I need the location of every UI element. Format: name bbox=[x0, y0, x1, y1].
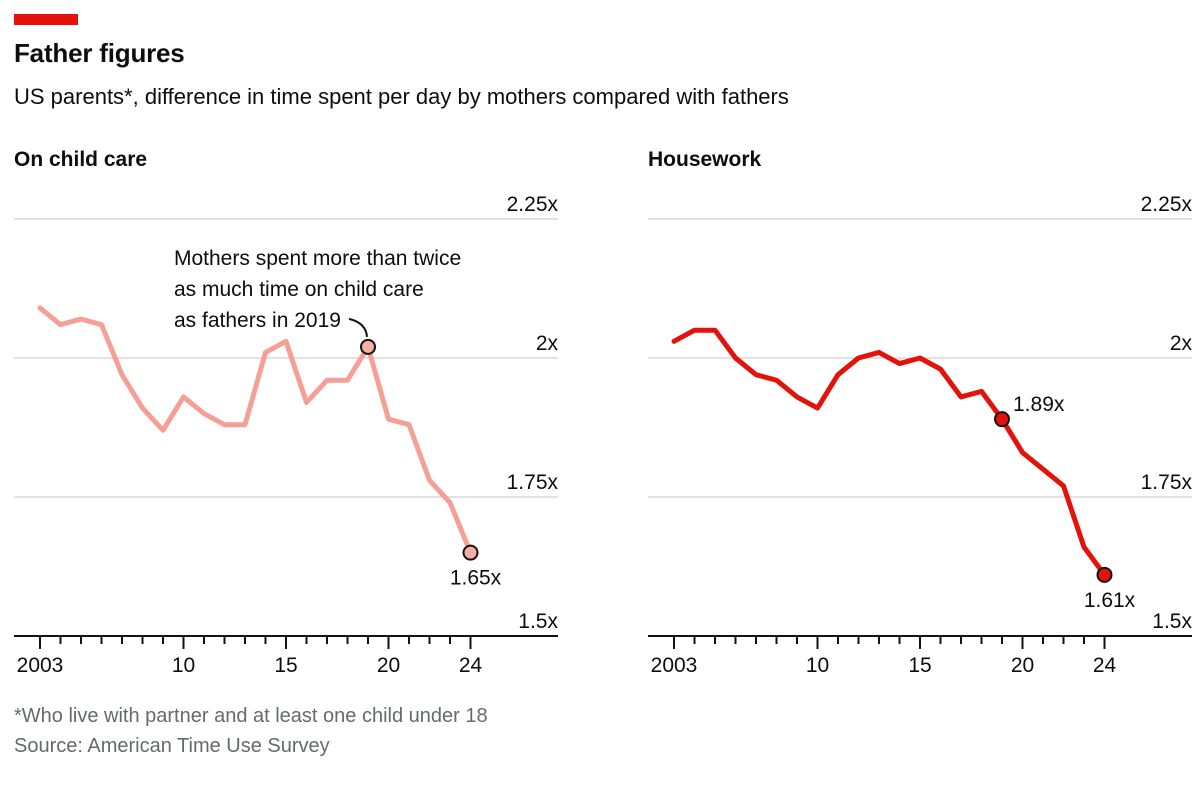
x-tick-label: 10 bbox=[172, 654, 195, 677]
x-tick-label: 10 bbox=[806, 654, 829, 677]
chart-panel-housework: Housework 2.25x 2x 1.75x 1.5x 2003 10 15 20 24 1.… bbox=[648, 148, 1192, 687]
y-grid-label: 2x bbox=[536, 332, 558, 355]
page-subtitle: US parents*, difference in time spent pe… bbox=[14, 84, 789, 109]
housework-chart: 2.25x 2x 1.75x 1.5x 2003 10 15 20 24 1.89x 1.61x bbox=[648, 193, 1192, 677]
y-grid-label: 1.75x bbox=[507, 471, 558, 494]
x-tick-label: 2003 bbox=[651, 654, 698, 677]
y-grid-label: 2.25x bbox=[507, 193, 558, 216]
housework-line bbox=[671, 327, 1107, 578]
accent-bar bbox=[14, 14, 78, 25]
x-tick-label: 2003 bbox=[17, 654, 64, 677]
housework-marker-2024 bbox=[1096, 566, 1113, 583]
y-grid-label: 1.5x bbox=[518, 610, 558, 633]
annotation-line: Mothers spent more than twice bbox=[174, 247, 461, 270]
value-label: 1.61x bbox=[1084, 589, 1136, 612]
annotation-line: as fathers in 2019 bbox=[174, 309, 341, 332]
child-care-marker-2019 bbox=[360, 338, 376, 355]
chart-header: Father figures US parents*, difference i… bbox=[0, 0, 1200, 110]
annotation-connector bbox=[348, 317, 368, 338]
panel-title-housework: Housework bbox=[648, 148, 762, 171]
x-tick-label: 24 bbox=[1093, 654, 1117, 677]
child-care-marker-2024 bbox=[462, 544, 479, 561]
footnote-definition: *Who live with partner and at least one … bbox=[14, 705, 488, 727]
x-tick-label: 20 bbox=[1011, 654, 1034, 677]
y-grid-label: 1.75x bbox=[1141, 471, 1192, 494]
annotation-line: as much time on child care bbox=[174, 278, 424, 301]
charts-row: On child care 2.25x 2x 1.75x 1.5x 2003 10 15 20… bbox=[0, 148, 1200, 687]
child-care-line bbox=[37, 305, 473, 556]
chart-footer: *Who live with partner and at least one … bbox=[0, 701, 1200, 761]
page-title: Father figures bbox=[14, 38, 185, 68]
child-care-chart: 2.25x 2x 1.75x 1.5x 2003 10 15 20 24 Mothers spen… bbox=[14, 193, 558, 677]
value-label: 1.89x bbox=[1013, 393, 1065, 416]
x-tick-label: 20 bbox=[377, 654, 400, 677]
housework-marker-2019 bbox=[994, 411, 1010, 428]
footnote-source: Source: American Time Use Survey bbox=[14, 735, 330, 757]
y-grid-label: 2.25x bbox=[1141, 193, 1192, 216]
x-tick-label: 15 bbox=[908, 654, 931, 677]
panel-title-child-care: On child care bbox=[14, 148, 148, 171]
x-tick-label: 24 bbox=[459, 654, 483, 677]
chart-panel-child-care: On child care 2.25x 2x 1.75x 1.5x 2003 10 15 20… bbox=[14, 148, 558, 687]
y-grid-label: 2x bbox=[1170, 332, 1192, 355]
value-label: 1.65x bbox=[450, 567, 502, 590]
y-grid-label: 1.5x bbox=[1152, 610, 1192, 633]
x-tick-label: 15 bbox=[274, 654, 297, 677]
